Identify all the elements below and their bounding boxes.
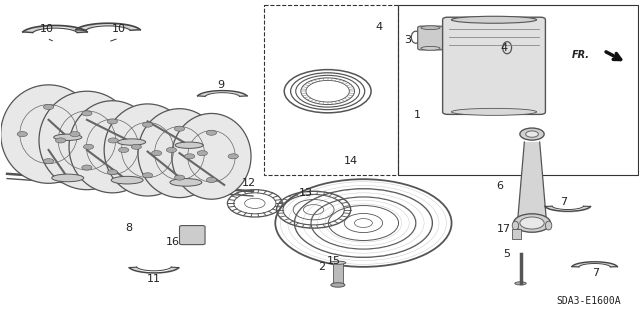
Polygon shape [518, 142, 546, 217]
Ellipse shape [330, 261, 346, 264]
Ellipse shape [69, 101, 156, 193]
Ellipse shape [331, 283, 345, 287]
Ellipse shape [451, 108, 536, 115]
FancyBboxPatch shape [179, 226, 205, 245]
Circle shape [174, 175, 184, 180]
Ellipse shape [175, 142, 203, 148]
Ellipse shape [104, 104, 191, 196]
Ellipse shape [54, 134, 82, 140]
Text: 3: 3 [404, 35, 412, 45]
Circle shape [108, 119, 118, 124]
Circle shape [197, 151, 207, 156]
Ellipse shape [421, 47, 440, 50]
Ellipse shape [172, 114, 251, 199]
Circle shape [174, 126, 184, 131]
Text: SDA3-E1600A: SDA3-E1600A [556, 296, 621, 306]
Ellipse shape [421, 26, 440, 30]
Circle shape [131, 144, 141, 149]
Text: 6: 6 [497, 181, 504, 190]
Text: 8: 8 [125, 223, 132, 233]
Circle shape [108, 170, 118, 175]
Text: 11: 11 [147, 274, 161, 284]
Text: FR.: FR. [572, 50, 589, 60]
Ellipse shape [138, 109, 221, 197]
Text: 4: 4 [500, 43, 508, 53]
Circle shape [152, 151, 162, 156]
Ellipse shape [52, 174, 84, 182]
FancyBboxPatch shape [443, 17, 545, 115]
Circle shape [82, 165, 92, 170]
Ellipse shape [525, 131, 538, 137]
Text: 4: 4 [375, 22, 382, 32]
Text: 7: 7 [561, 197, 568, 207]
Circle shape [83, 144, 93, 149]
Circle shape [184, 154, 195, 159]
Circle shape [228, 154, 238, 159]
Circle shape [82, 111, 92, 116]
Text: 15: 15 [327, 256, 341, 266]
Circle shape [108, 138, 118, 143]
Ellipse shape [118, 139, 146, 145]
Ellipse shape [170, 179, 202, 186]
Ellipse shape [111, 176, 143, 184]
Text: 10: 10 [112, 24, 126, 34]
Ellipse shape [520, 128, 544, 140]
Bar [333, 261, 343, 285]
Ellipse shape [451, 16, 536, 23]
Ellipse shape [520, 217, 544, 229]
Ellipse shape [1, 85, 97, 183]
Text: 7: 7 [592, 268, 600, 278]
Text: 5: 5 [503, 249, 510, 259]
Text: 14: 14 [344, 156, 358, 166]
Circle shape [143, 173, 153, 178]
Ellipse shape [512, 221, 518, 230]
Ellipse shape [515, 282, 526, 285]
Text: 12: 12 [241, 178, 255, 188]
Ellipse shape [513, 214, 550, 232]
Circle shape [44, 159, 54, 164]
Circle shape [70, 131, 80, 137]
Circle shape [44, 105, 54, 109]
Circle shape [17, 131, 28, 137]
Bar [398, 4, 638, 175]
Ellipse shape [545, 221, 552, 230]
Bar [264, 4, 398, 175]
Text: 16: 16 [166, 237, 180, 247]
Circle shape [206, 130, 216, 135]
Circle shape [56, 138, 66, 143]
Circle shape [118, 147, 129, 152]
Bar [511, 229, 520, 239]
Text: 1: 1 [413, 110, 420, 120]
Text: 2: 2 [318, 263, 326, 272]
Ellipse shape [39, 91, 135, 190]
Text: 13: 13 [299, 188, 313, 198]
FancyBboxPatch shape [418, 26, 444, 50]
Circle shape [166, 147, 177, 152]
Circle shape [206, 177, 216, 182]
Text: 10: 10 [40, 24, 54, 34]
Circle shape [143, 122, 153, 127]
Text: 17: 17 [497, 224, 511, 234]
Text: 9: 9 [218, 80, 225, 90]
